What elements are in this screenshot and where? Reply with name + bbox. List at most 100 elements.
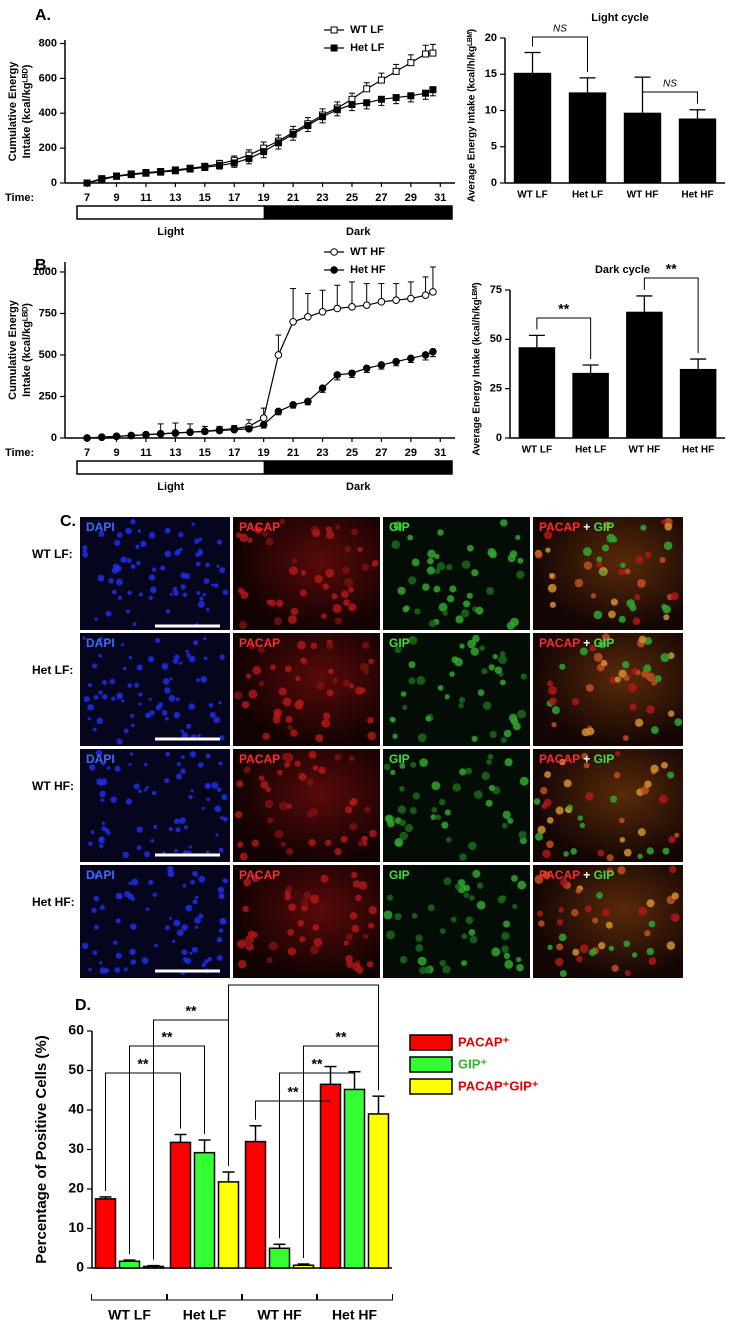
cell [419, 966, 427, 975]
point [97, 433, 106, 441]
legend-label: PACAP⁺ [458, 1034, 510, 1049]
cell [438, 602, 448, 612]
cell [367, 716, 374, 724]
cell [608, 610, 616, 619]
cell [470, 647, 479, 656]
cell [431, 781, 441, 791]
cell [164, 550, 172, 558]
cell [644, 780, 652, 788]
legend-marker [330, 248, 338, 256]
panel-label: B. [35, 257, 51, 274]
cell [127, 683, 133, 688]
y-tick-label: 50 [68, 1061, 84, 1077]
cell [404, 605, 410, 611]
cell [660, 653, 670, 663]
cell [135, 544, 140, 549]
significance-bracket [536, 317, 592, 359]
cell [303, 891, 312, 901]
cell [344, 578, 354, 588]
cell [500, 737, 507, 744]
cell [391, 540, 401, 550]
cell [344, 546, 352, 553]
cell [310, 894, 320, 904]
cell [322, 712, 331, 720]
cell [287, 929, 295, 936]
merge-label-part: PACAP [539, 868, 583, 882]
point [421, 291, 430, 300]
cell [172, 939, 176, 944]
cell [390, 717, 396, 723]
channel-label: GIP [389, 520, 410, 534]
cell [98, 530, 105, 538]
cell [395, 840, 402, 847]
row-label: WT HF: [32, 779, 74, 793]
cell [117, 595, 123, 600]
cell [121, 643, 125, 647]
x-tick-label: WT LF [108, 1307, 151, 1323]
merge-label-part: PACAP [539, 636, 583, 650]
cell [197, 548, 203, 554]
cell [637, 853, 643, 859]
y-tick-label: 0 [76, 1259, 84, 1275]
row-label: Het HF: [32, 895, 75, 909]
y-tick-label: 1000 [33, 266, 57, 278]
cell [362, 641, 370, 649]
cell [483, 701, 492, 710]
cell [312, 528, 321, 538]
cell [165, 751, 171, 757]
significance-label: ** [138, 1056, 149, 1072]
cell [266, 957, 273, 964]
cell [197, 600, 205, 608]
cell [216, 539, 223, 545]
cell [127, 590, 132, 596]
cell [491, 947, 501, 957]
cell [270, 664, 276, 670]
cell [289, 566, 298, 576]
point [333, 304, 342, 313]
cell [168, 694, 176, 702]
cell [299, 936, 306, 943]
point [289, 400, 297, 409]
cell [247, 537, 253, 543]
point [362, 364, 371, 373]
cell [588, 948, 597, 956]
cell [394, 913, 402, 921]
cell [136, 664, 143, 671]
x-tick-label: 31 [434, 447, 446, 459]
channel-label: PACAP [239, 636, 280, 650]
cell [205, 753, 211, 759]
cell [623, 848, 632, 857]
cell [450, 916, 457, 923]
cell [611, 964, 619, 972]
cell [472, 869, 481, 878]
cell [160, 565, 166, 571]
cell [386, 894, 394, 901]
cell [129, 752, 134, 756]
chart-title: Dark cycle [595, 264, 650, 276]
cell [179, 817, 186, 824]
y-tick-label: 800 [39, 37, 57, 49]
cell [519, 837, 527, 845]
cell [502, 810, 511, 819]
phase-label: Dark [346, 481, 371, 493]
cell [509, 713, 518, 723]
legend-label: Het HF [350, 264, 386, 276]
bar [518, 347, 556, 438]
cell [188, 845, 192, 849]
point [112, 432, 121, 441]
cell [101, 821, 106, 826]
cell [559, 969, 567, 978]
micrograph: DAPI [80, 517, 230, 630]
cell [180, 768, 186, 774]
cell [646, 947, 654, 956]
cell [335, 524, 341, 530]
cell [461, 609, 470, 618]
cell [477, 689, 485, 696]
cell [571, 909, 579, 917]
cell [427, 904, 435, 912]
cell [427, 549, 436, 559]
cell [667, 771, 675, 779]
cell [295, 676, 301, 682]
cell [301, 899, 309, 908]
cell [161, 662, 169, 670]
